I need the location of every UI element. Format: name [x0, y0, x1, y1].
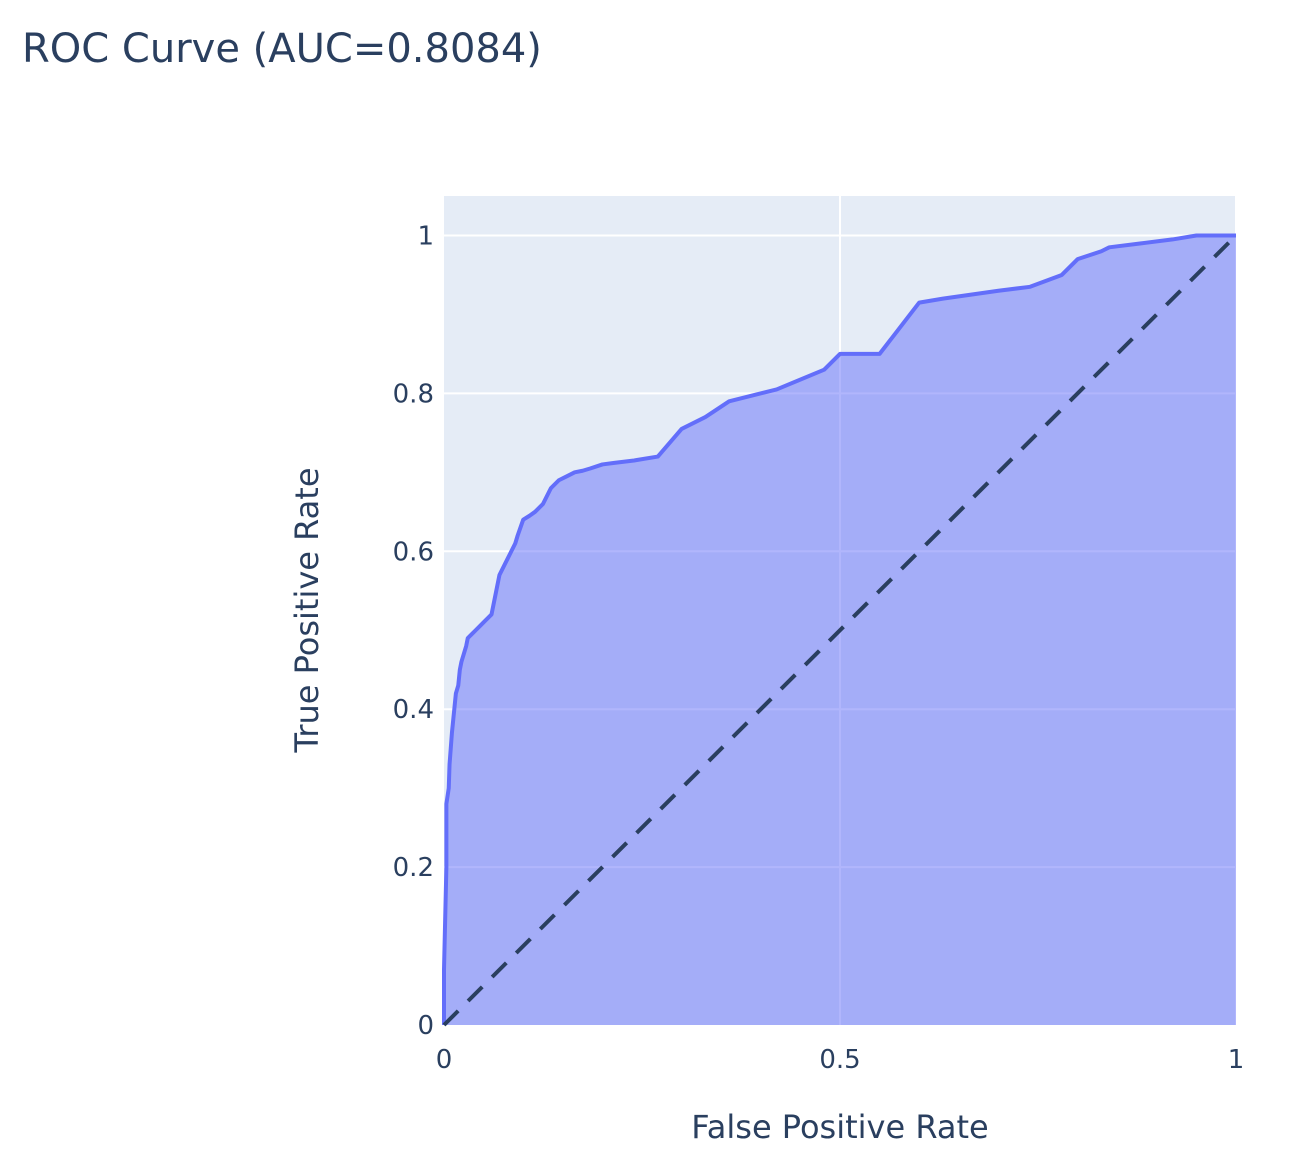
y-axis-ticks: 0 0.2 0.4 0.6 0.8 1	[393, 221, 434, 1041]
y-tick-label: 0.8	[393, 379, 434, 409]
y-tick-label: 1	[417, 221, 434, 251]
y-tick-label: 0.2	[393, 853, 434, 883]
y-tick-label: 0	[417, 1011, 434, 1041]
y-axis-title: True Positive Rate	[288, 467, 326, 753]
random-classifier-diagonal	[442, 234, 1238, 1027]
x-axis-title: False Positive Rate	[691, 1108, 988, 1146]
chart-title: ROC Curve (AUC=0.8084)	[22, 26, 542, 72]
roc-curve-line	[442, 233, 1236, 1025]
x-tick-label: 0	[436, 1045, 453, 1075]
x-tick-label: 1	[1228, 1045, 1245, 1075]
x-axis-ticks: 0 0.5 1	[436, 1045, 1245, 1075]
y-tick-label: 0.6	[393, 537, 434, 567]
y-tick-label: 0.4	[393, 695, 434, 725]
x-tick-label: 0.5	[819, 1045, 860, 1075]
